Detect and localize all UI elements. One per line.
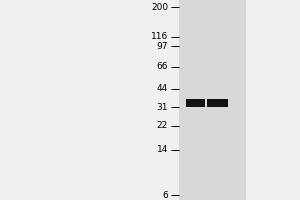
Bar — [207, 99, 228, 107]
Text: 66: 66 — [157, 62, 168, 71]
Text: 22: 22 — [157, 121, 168, 130]
Text: 116: 116 — [151, 32, 168, 41]
Text: 97: 97 — [157, 42, 168, 51]
Text: 31: 31 — [157, 103, 168, 112]
Bar — [186, 99, 205, 107]
Text: 200: 200 — [151, 3, 168, 12]
Bar — [178, 0, 246, 200]
Text: 14: 14 — [157, 145, 168, 154]
Text: 44: 44 — [157, 84, 168, 93]
Text: 6: 6 — [162, 191, 168, 200]
